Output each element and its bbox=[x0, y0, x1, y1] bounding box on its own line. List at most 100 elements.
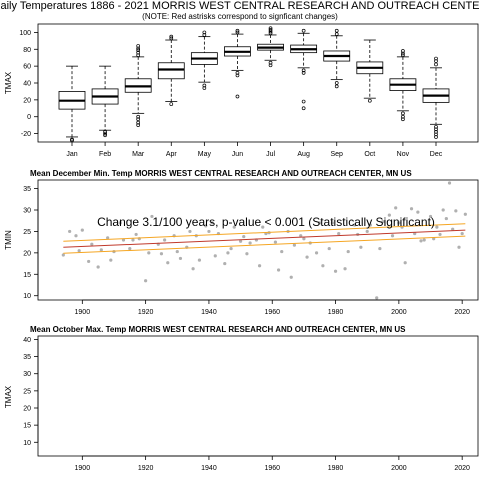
december-y-tick-label: 15 bbox=[23, 272, 31, 279]
boxplot-y-label: TMAX bbox=[4, 71, 13, 94]
october-y-tick-label: 15 bbox=[23, 423, 31, 430]
december-point bbox=[460, 231, 464, 236]
december-point bbox=[318, 221, 322, 225]
december-point bbox=[314, 251, 319, 255]
boxplot-x-tick-label: Aug bbox=[297, 151, 310, 158]
boxplot-y-tick-label: -20 bbox=[21, 131, 31, 138]
box-outlier bbox=[136, 120, 141, 125]
december-annotation: Change 3.1/100 years, p-value < 0.001 (S… bbox=[97, 215, 435, 229]
box-outlier bbox=[136, 53, 141, 58]
october-y-tick-label: 40 bbox=[23, 337, 31, 344]
december-point bbox=[166, 261, 170, 265]
december-point bbox=[375, 296, 379, 300]
december-y-tick-label: 20 bbox=[23, 250, 31, 257]
december-point bbox=[463, 212, 467, 216]
box-outlier bbox=[169, 36, 174, 41]
december-title: Mean December Min. Temp MORRIS WEST CENT… bbox=[30, 169, 412, 178]
december-point bbox=[457, 245, 461, 249]
october-frame bbox=[37, 335, 479, 457]
december-point bbox=[207, 229, 211, 234]
box-outlier bbox=[401, 49, 405, 53]
december-point bbox=[245, 252, 249, 256]
box-outlier bbox=[434, 130, 438, 134]
december-point bbox=[416, 210, 420, 214]
october-x-tick-label: 2020 bbox=[454, 465, 470, 472]
december-point bbox=[333, 269, 338, 273]
box-outlier bbox=[434, 62, 438, 67]
box-outlier bbox=[169, 34, 174, 39]
box-outlier bbox=[401, 114, 405, 119]
december-x-tick-label: 1960 bbox=[264, 309, 280, 316]
box-outlier bbox=[70, 138, 74, 143]
december-point bbox=[419, 239, 423, 243]
box-outlier bbox=[103, 133, 107, 138]
boxplot-marks bbox=[58, 26, 450, 143]
october-x-axis: 1900 1920 1940 1960 1980 2000 2020 bbox=[75, 455, 470, 472]
box-outlier bbox=[434, 124, 438, 129]
december-point bbox=[232, 225, 236, 229]
december-point bbox=[147, 251, 151, 255]
december-point bbox=[444, 216, 448, 221]
december-point bbox=[451, 227, 455, 231]
december-point bbox=[394, 206, 398, 210]
box-outlier bbox=[301, 99, 306, 104]
december-point bbox=[289, 275, 293, 279]
december-y-axis: 10 15 20 25 30 35 bbox=[23, 186, 39, 300]
boxplot-x-tick-label: Jan bbox=[66, 151, 77, 158]
october-x-tick-label: 1980 bbox=[328, 465, 344, 472]
december-point bbox=[175, 249, 179, 254]
december-point bbox=[261, 225, 265, 229]
december-point bbox=[87, 259, 91, 264]
october-y-tick-label: 35 bbox=[23, 354, 31, 361]
december-point bbox=[352, 223, 357, 227]
box-outlier bbox=[136, 123, 141, 127]
box-outlier bbox=[268, 60, 273, 65]
december-y-tick-label: 25 bbox=[23, 229, 31, 236]
december-point bbox=[213, 254, 217, 258]
december-point bbox=[238, 239, 243, 243]
october-y-axis: 10 15 20 25 30 35 40 bbox=[23, 337, 39, 447]
october-x-tick-label: 1920 bbox=[138, 465, 154, 472]
box-outlier bbox=[401, 117, 405, 122]
box-outlier bbox=[235, 94, 240, 99]
december-point bbox=[106, 236, 110, 240]
box-outlier bbox=[136, 46, 141, 51]
december-point bbox=[435, 225, 439, 229]
box-outlier bbox=[334, 32, 339, 36]
december-y-label: TMIN bbox=[4, 230, 13, 250]
december-point bbox=[280, 249, 284, 254]
december-point bbox=[242, 234, 246, 239]
box-outlier bbox=[434, 132, 438, 137]
box-outlier bbox=[235, 73, 240, 78]
december-x-tick-label: 2000 bbox=[391, 309, 407, 316]
boxplot-x-tick-label: Sep bbox=[330, 151, 343, 158]
december-y-tick-label: 10 bbox=[23, 293, 31, 300]
december-x-tick-label: 1980 bbox=[328, 309, 344, 316]
box-outlier bbox=[136, 117, 141, 122]
december-point bbox=[343, 267, 347, 271]
box-outlier bbox=[334, 28, 339, 33]
december-point bbox=[299, 234, 303, 238]
december-point bbox=[248, 241, 252, 245]
boxplot-panel: Daily Temperatures 1886 - 2021 MORRIS WE… bbox=[0, 0, 480, 158]
december-point bbox=[61, 253, 65, 257]
october-x-tick-label: 2000 bbox=[391, 465, 407, 472]
boxplot-y-tick-label: 60 bbox=[23, 64, 31, 71]
december-point bbox=[378, 246, 382, 251]
december-panel: Mean December Min. Temp MORRIS WEST CENT… bbox=[4, 169, 479, 316]
boxplot-subtitle: (NOTE: Red astrisks correspond to signfi… bbox=[142, 12, 338, 21]
december-point bbox=[276, 268, 281, 272]
december-point bbox=[403, 261, 407, 265]
box-outlier bbox=[268, 29, 273, 34]
box-outlier bbox=[202, 83, 207, 88]
december-point bbox=[68, 229, 72, 234]
december-point bbox=[387, 213, 391, 217]
boxplot-y-tick-label: 100 bbox=[19, 30, 31, 37]
october-y-label: TMAX bbox=[4, 385, 13, 408]
box-outlier bbox=[136, 48, 141, 52]
boxplot-x-tick-label: Feb bbox=[99, 151, 111, 158]
december-point bbox=[365, 229, 369, 234]
box-outlier bbox=[301, 68, 306, 73]
december-point bbox=[118, 221, 122, 225]
